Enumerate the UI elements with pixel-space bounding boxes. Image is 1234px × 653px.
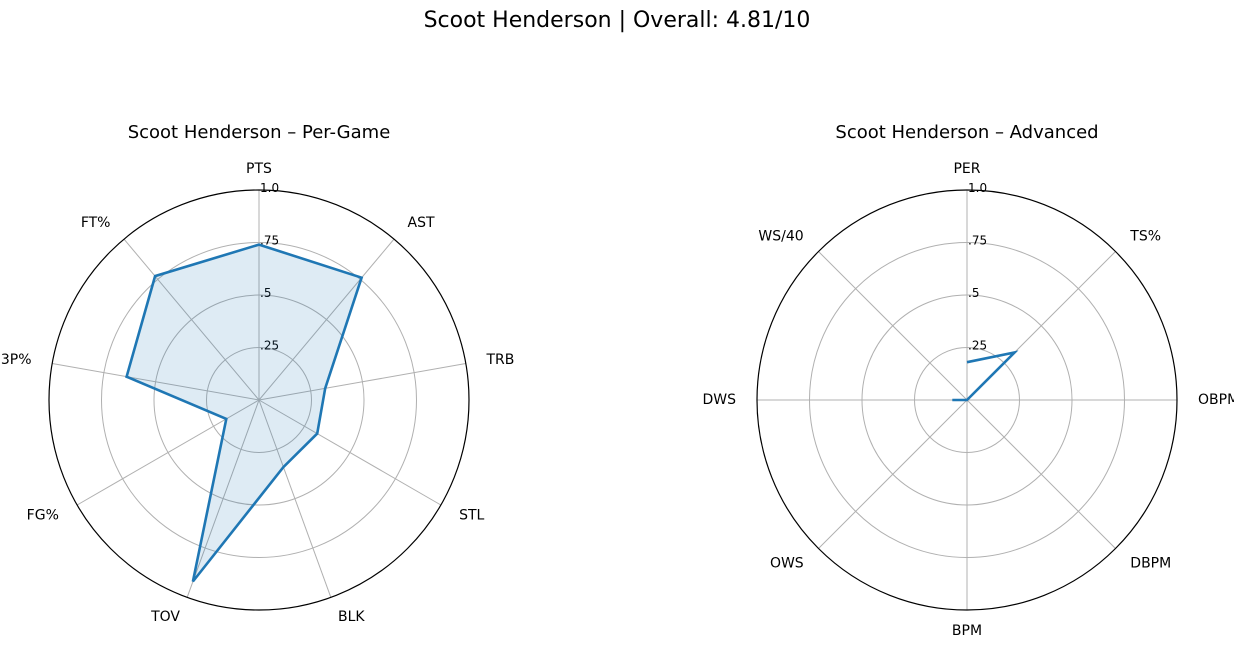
axis-label: FG%	[27, 508, 59, 524]
series-line	[952, 350, 1019, 402]
axis-label: DWS	[702, 392, 736, 408]
radial-tick-label: .75	[968, 234, 987, 248]
axis-label: FT%	[81, 215, 111, 231]
axis-label: PER	[953, 161, 980, 177]
axis-label: BLK	[338, 609, 365, 625]
radial-tick-label: .25	[968, 339, 987, 353]
axis-label: OWS	[770, 555, 804, 571]
radial-tick-label: 1.0	[968, 181, 987, 195]
axis-label: WS/40	[758, 229, 803, 245]
series-area	[126, 244, 362, 582]
axis-label: OBPM	[1198, 392, 1234, 408]
figure-title: Scoot Henderson | Overall: 4.81/10	[423, 8, 811, 33]
polar-frame	[756, 189, 1178, 611]
grid-circle	[206, 347, 312, 453]
series-line	[125, 243, 364, 583]
axis-label: PTS	[246, 161, 272, 177]
radial-tick-label: 1.0	[260, 181, 279, 195]
radial-tick-label: .75	[260, 234, 279, 248]
grid-circle	[153, 294, 365, 506]
grid-circle	[809, 242, 1125, 558]
radial-tick-label: .5	[968, 286, 979, 300]
chart-title: Scoot Henderson – Advanced	[835, 122, 1098, 143]
grid-circle	[101, 242, 417, 558]
axis-label: DBPM	[1130, 555, 1171, 571]
axis-label: 3P%	[1, 352, 32, 368]
axis-label: AST	[408, 215, 435, 231]
polar-frame	[48, 189, 470, 611]
axis-label: STL	[459, 508, 484, 524]
radial-tick-label: .25	[260, 339, 279, 353]
chart-title: Scoot Henderson – Per-Game	[128, 122, 391, 143]
axis-label: TS%	[1129, 229, 1161, 245]
grid-circle	[861, 294, 1073, 506]
grid-circle	[914, 347, 1020, 453]
axis-label: TRB	[486, 352, 515, 368]
axis-label: BPM	[952, 623, 982, 639]
radial-tick-label: .5	[260, 286, 271, 300]
axis-label: TOV	[150, 609, 180, 625]
